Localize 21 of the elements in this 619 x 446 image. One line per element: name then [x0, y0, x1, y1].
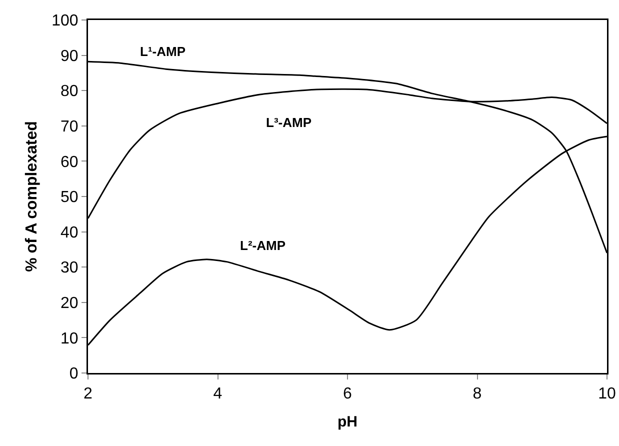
y-tick-label: 100: [52, 12, 78, 30]
y-tick-label: 90: [60, 48, 78, 65]
y-tick-label: 0: [69, 366, 78, 383]
y-axis-title: % of A complexated: [24, 121, 41, 272]
y-tick-label: 50: [60, 189, 78, 206]
y-tick-label: 80: [60, 83, 78, 100]
x-tick-label: 8: [472, 386, 482, 403]
x-axis-title: pH: [338, 413, 358, 430]
y-tick-label: 40: [60, 224, 78, 242]
series-label: L³-AMP: [266, 115, 312, 130]
y-tick-label: 30: [60, 260, 78, 277]
y-tick-label: 60: [60, 154, 78, 171]
y-tick-label: 20: [60, 295, 78, 312]
x-tick-label: 4: [213, 386, 222, 403]
series-label: L²-AMP: [240, 238, 286, 253]
x-tick-label: 6: [343, 386, 352, 403]
y-tick-label: 70: [60, 118, 78, 136]
y-tick-label: 10: [60, 330, 78, 348]
series-label: L¹-AMP: [140, 44, 186, 59]
x-tick-label: 10: [598, 386, 616, 403]
x-tick-label: 2: [84, 386, 93, 403]
